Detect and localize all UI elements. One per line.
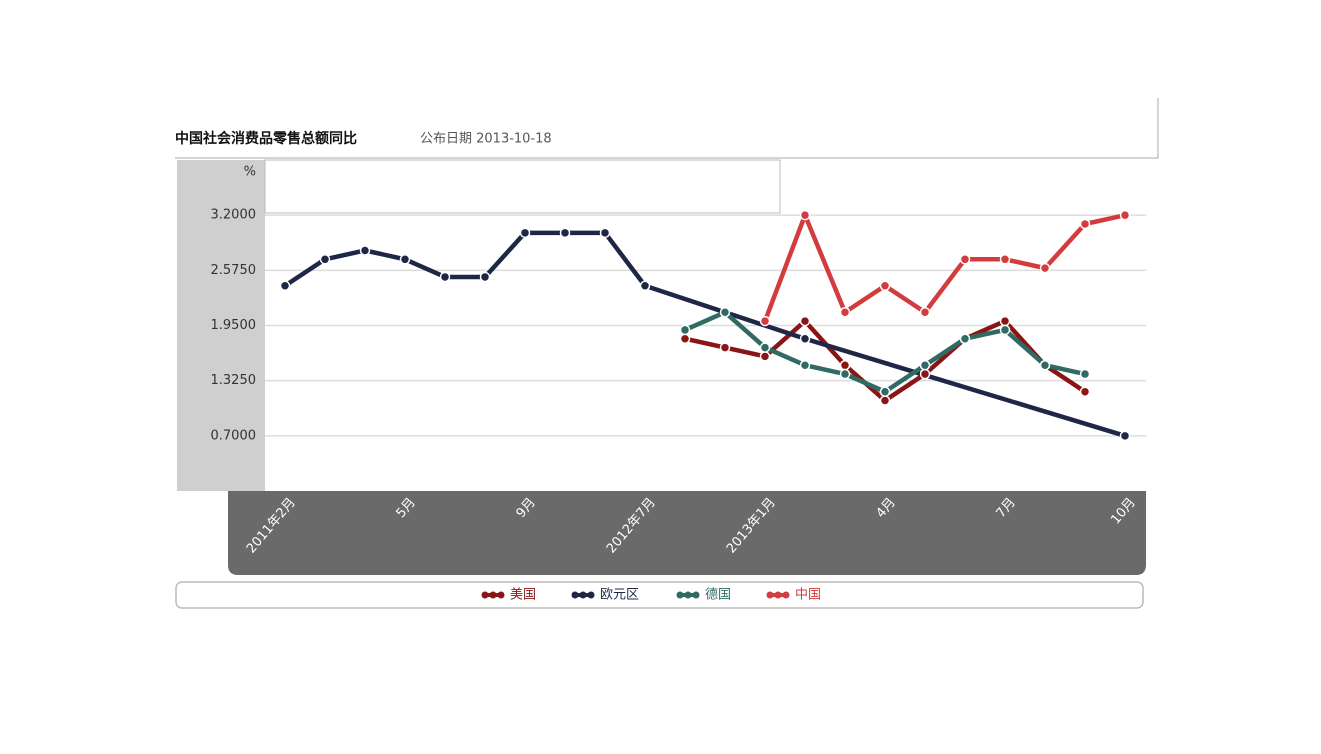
y-unit: % bbox=[244, 165, 256, 180]
chart-title: 中国社会消费品零售总额同比 bbox=[175, 130, 357, 147]
point bbox=[279, 280, 291, 292]
point bbox=[479, 271, 491, 283]
point bbox=[639, 280, 651, 292]
point bbox=[399, 254, 411, 265]
series-line bbox=[762, 212, 1126, 322]
point bbox=[719, 342, 731, 353]
point bbox=[1039, 262, 1051, 274]
legend-swatch-dot bbox=[579, 591, 587, 599]
y-tick-label: 0.7000 bbox=[211, 428, 257, 443]
point bbox=[799, 315, 811, 327]
legend-swatch-dot bbox=[587, 591, 595, 599]
point bbox=[959, 254, 971, 265]
point bbox=[919, 359, 931, 371]
legend-swatch-dot bbox=[782, 591, 790, 599]
legend-label: 德国 bbox=[705, 588, 731, 603]
legend-label: 中国 bbox=[795, 588, 821, 603]
point bbox=[919, 307, 931, 318]
point bbox=[319, 254, 331, 265]
point bbox=[679, 333, 691, 344]
legend-swatch-dot bbox=[489, 591, 497, 599]
legend-label: 欧元区 bbox=[600, 588, 639, 603]
y-axis-panel bbox=[177, 160, 265, 491]
point bbox=[919, 368, 931, 380]
point bbox=[599, 227, 611, 239]
point bbox=[679, 324, 691, 336]
y-tick-label: 3.2000 bbox=[211, 208, 257, 223]
point bbox=[879, 280, 891, 292]
legend-label: 美国 bbox=[510, 588, 536, 603]
legend-swatch-dot bbox=[497, 591, 505, 599]
legend-swatch-dot bbox=[571, 591, 579, 599]
legend-swatch-dot bbox=[692, 591, 700, 599]
point bbox=[839, 359, 851, 371]
series-line bbox=[283, 230, 1126, 438]
y-tick-label: 2.5750 bbox=[211, 263, 257, 278]
point bbox=[799, 209, 811, 221]
legend-box bbox=[175, 581, 1144, 609]
point bbox=[439, 271, 451, 283]
point bbox=[719, 307, 731, 318]
point bbox=[999, 324, 1011, 336]
point bbox=[879, 395, 891, 406]
point bbox=[1119, 430, 1131, 442]
point bbox=[1119, 209, 1131, 221]
header-frame bbox=[175, 98, 1159, 159]
legend: 美国 欧元区 德国 中国 bbox=[481, 588, 821, 603]
point bbox=[999, 315, 1011, 327]
point bbox=[1079, 218, 1091, 230]
point bbox=[799, 333, 811, 344]
point bbox=[759, 351, 771, 362]
legend-swatch-dot bbox=[774, 591, 782, 599]
point bbox=[359, 245, 371, 256]
point bbox=[959, 333, 971, 344]
legend-swatch-dot bbox=[676, 591, 684, 599]
point bbox=[1079, 368, 1091, 380]
y-tick-label: 1.3250 bbox=[211, 373, 257, 388]
point bbox=[879, 386, 891, 397]
legend-swatch-dot bbox=[684, 591, 692, 599]
point bbox=[1079, 386, 1091, 397]
x-axis-panel bbox=[228, 491, 1146, 575]
chart-subtitle: 公布日期 2013-10-18 bbox=[420, 132, 552, 147]
point bbox=[559, 227, 571, 239]
point bbox=[839, 368, 851, 380]
y-tick-label: 1.9500 bbox=[211, 318, 257, 333]
point bbox=[799, 359, 811, 371]
plot-inset bbox=[264, 159, 781, 214]
point bbox=[999, 254, 1011, 265]
point bbox=[1039, 359, 1051, 371]
point bbox=[839, 307, 851, 318]
point bbox=[759, 315, 771, 327]
point bbox=[759, 342, 771, 353]
point bbox=[519, 227, 531, 239]
legend-swatch-dot bbox=[481, 591, 489, 599]
legend-swatch-dot bbox=[766, 591, 774, 599]
